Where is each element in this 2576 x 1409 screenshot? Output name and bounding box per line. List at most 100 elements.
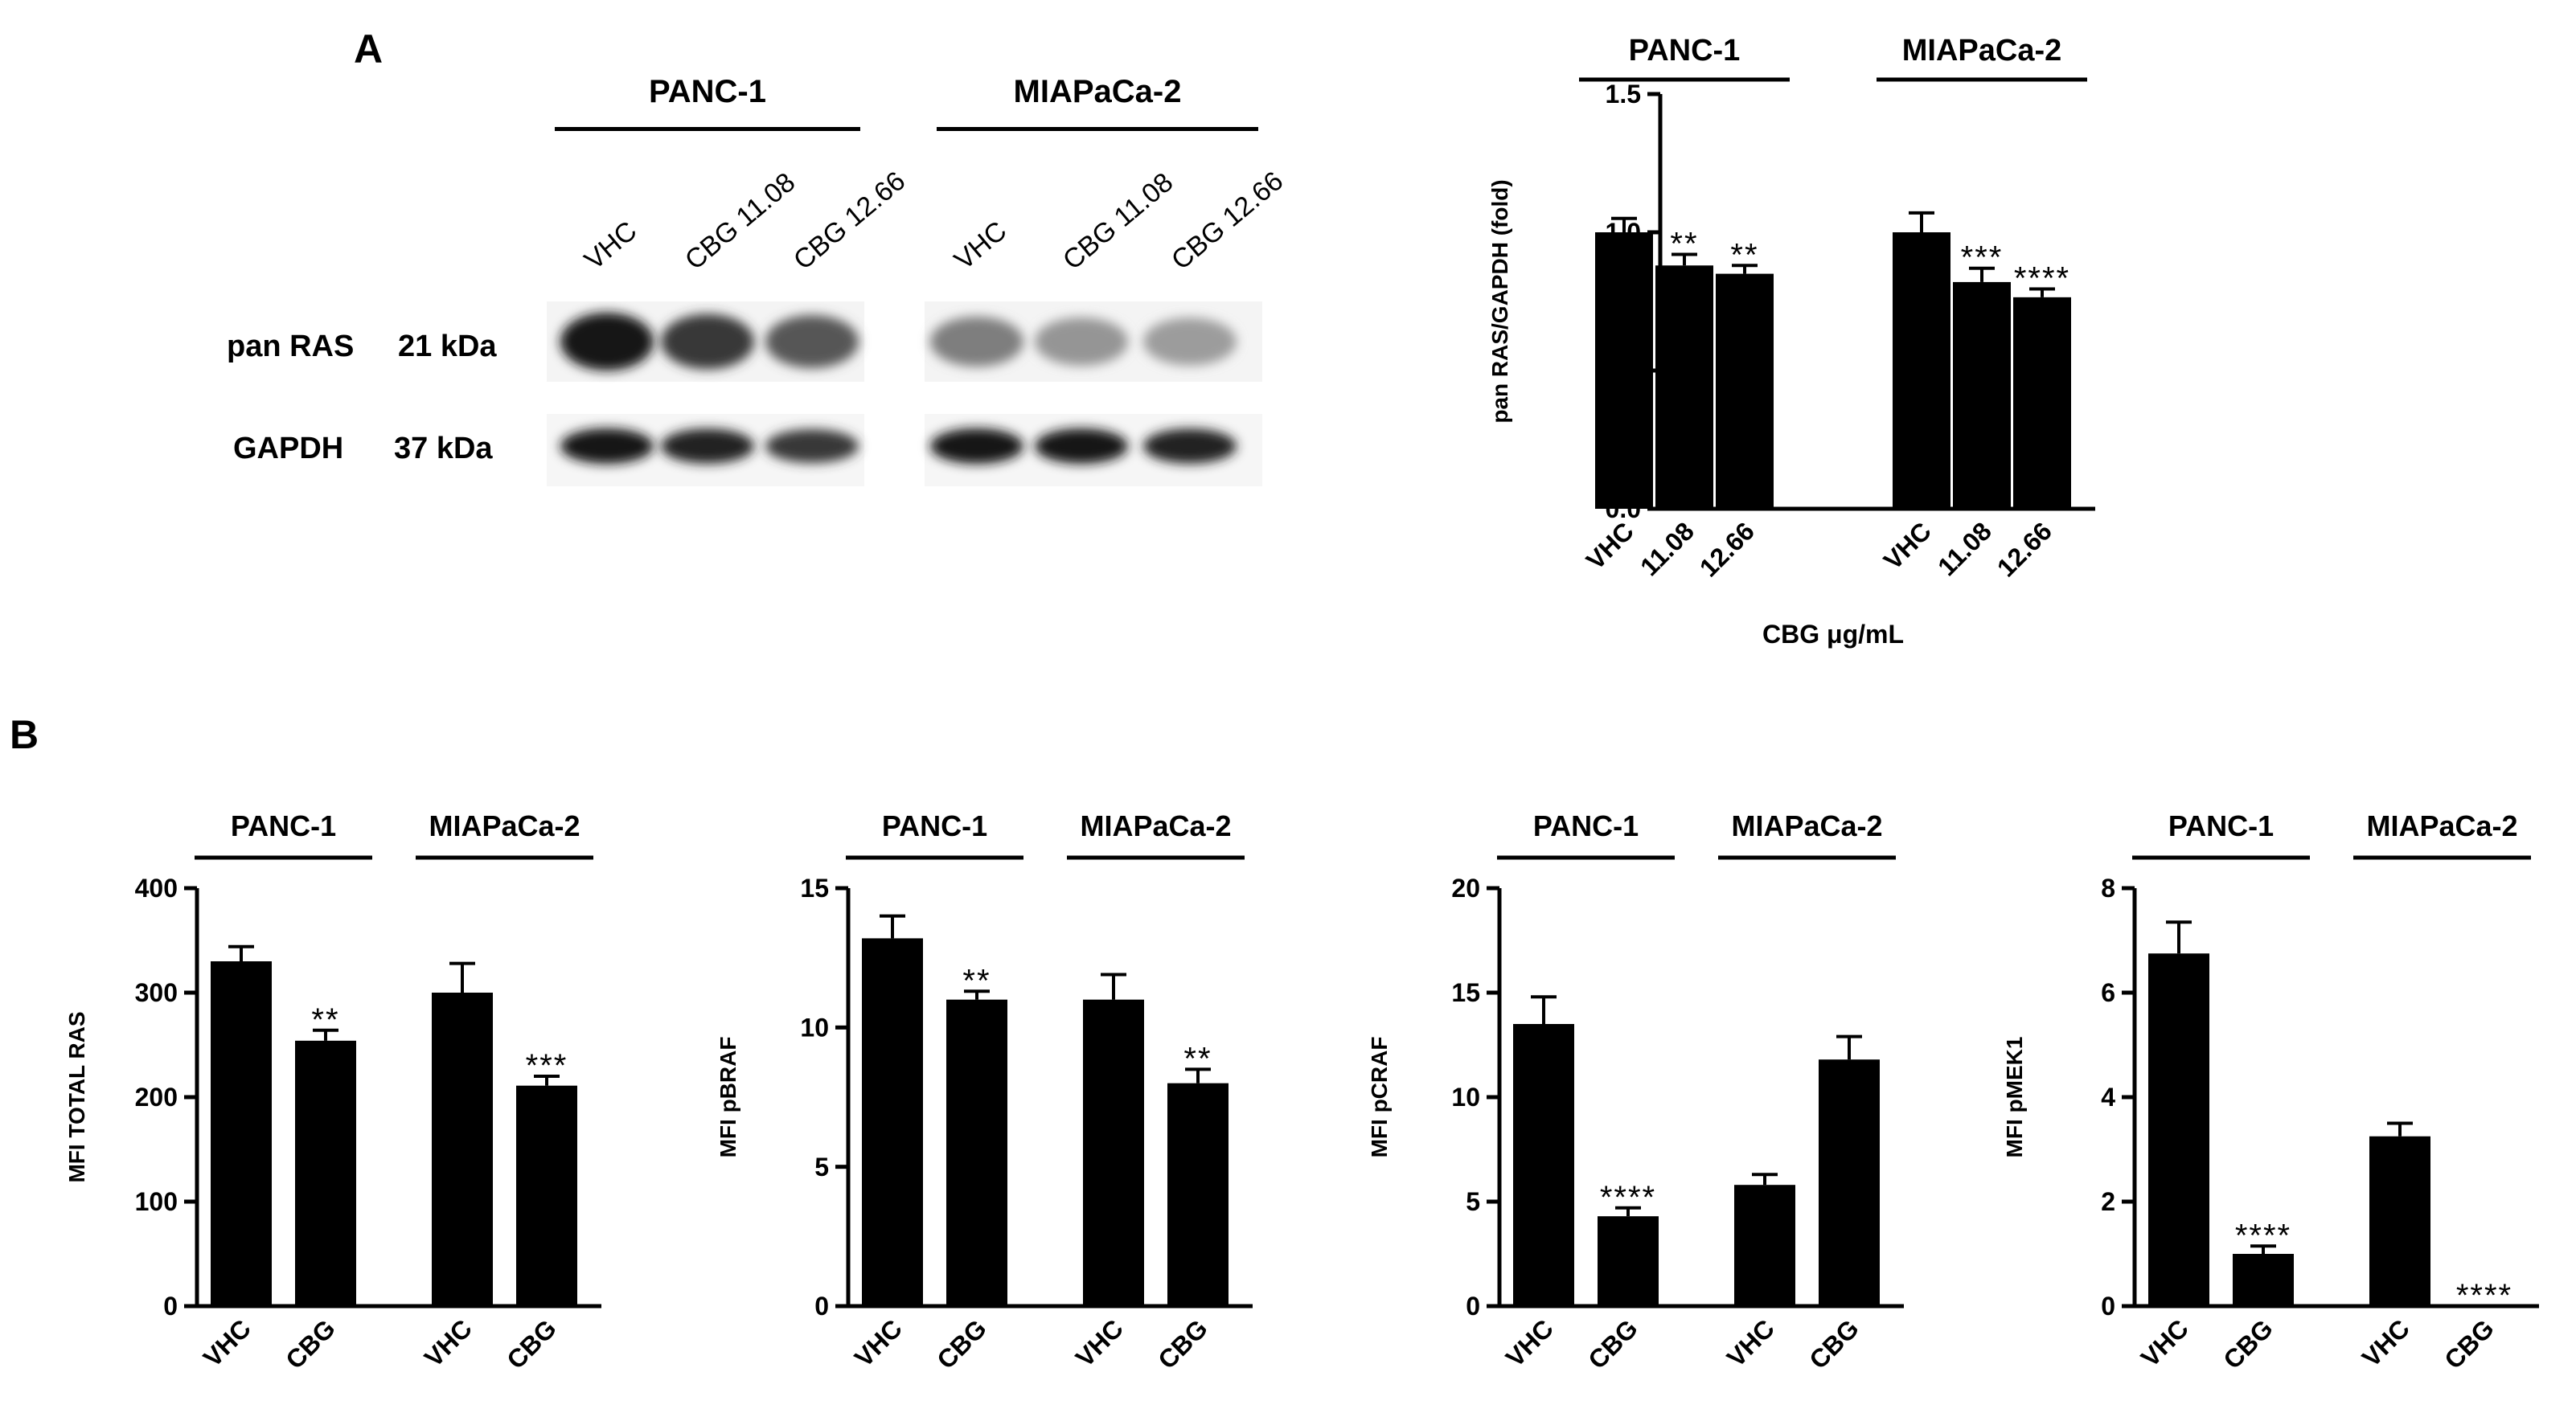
x-tick-label: 11.08 bbox=[1635, 516, 1700, 581]
significance-marker: *** bbox=[1961, 240, 2004, 276]
y-tick-label: 15 bbox=[800, 874, 829, 903]
group-label: MIAPaCa-2 bbox=[1902, 34, 2062, 68]
blot-group-miapaca2: MIAPaCa-2 bbox=[1013, 74, 1182, 109]
bar bbox=[1893, 232, 1950, 509]
blot-band bbox=[661, 313, 754, 370]
blot-band bbox=[661, 428, 754, 464]
bar bbox=[295, 1040, 356, 1306]
y-tick-label: 6 bbox=[2101, 978, 2115, 1007]
bar bbox=[946, 999, 1007, 1306]
y-tick-label: 2 bbox=[2101, 1187, 2115, 1216]
x-tick-label: CBG bbox=[931, 1313, 992, 1374]
y-tick-label: 20 bbox=[1451, 874, 1480, 903]
x-tick-label: VHC bbox=[1581, 516, 1639, 575]
bar bbox=[1598, 1216, 1659, 1306]
bar bbox=[1734, 1185, 1795, 1306]
y-tick-label: 1.5 bbox=[1606, 80, 1641, 109]
blot-band bbox=[1035, 317, 1128, 367]
x-tick-label: VHC bbox=[419, 1313, 478, 1372]
x-tick-label: CBG bbox=[2439, 1313, 2500, 1374]
x-tick-label: VHC bbox=[2357, 1313, 2415, 1372]
group-label: MIAPaCa-2 bbox=[1731, 809, 1882, 842]
y-axis-label: MFI TOTAL RAS bbox=[64, 1011, 89, 1182]
y-tick-label: 8 bbox=[2101, 874, 2115, 903]
bar bbox=[1595, 232, 1653, 509]
blot-row-weight: 21 kDa bbox=[398, 330, 497, 363]
bar bbox=[1953, 281, 2011, 509]
y-tick-label: 200 bbox=[135, 1083, 178, 1112]
significance-marker: ** bbox=[311, 1002, 339, 1038]
x-tick-label: 11.08 bbox=[1932, 516, 1997, 581]
group-label: PANC-1 bbox=[1629, 34, 1741, 68]
blot-group-line-panc1 bbox=[555, 127, 860, 131]
lane-label: CBG 11.08 bbox=[679, 166, 802, 276]
y-tick-label: 4 bbox=[2101, 1083, 2115, 1112]
x-tick-label: 12.66 bbox=[1694, 516, 1760, 582]
bar bbox=[1819, 1059, 1880, 1306]
panel-label-b: B bbox=[10, 712, 39, 757]
significance-marker: ** bbox=[1670, 227, 1698, 262]
y-tick-label: 15 bbox=[1451, 978, 1480, 1007]
y-tick-label: 0 bbox=[163, 1292, 178, 1321]
y-tick-label: 5 bbox=[814, 1153, 829, 1182]
blot-row-weight: 37 kDa bbox=[394, 432, 493, 465]
group-label: PANC-1 bbox=[882, 809, 987, 842]
y-axis-label: MFI pBRAF bbox=[716, 1037, 740, 1158]
lane-label: VHC bbox=[948, 215, 1013, 276]
significance-marker: ** bbox=[962, 963, 991, 998]
chart-b1: 0 100 200 300 400 MFI TOTAL RAS VHC ** CBG PANC-1… bbox=[64, 809, 601, 1374]
blot-row-protein: GAPDH bbox=[233, 432, 344, 465]
chart-b3: 0 5 10 15 20 MFI pCRAF VHC **** CBG PANC-1 VHC CBG M… bbox=[1367, 809, 1904, 1374]
group-label: PANC-1 bbox=[1533, 809, 1639, 842]
blot-band bbox=[1035, 428, 1128, 464]
y-tick-label: 100 bbox=[135, 1187, 178, 1216]
group-label: MIAPaCa-2 bbox=[2366, 809, 2517, 842]
bar bbox=[1083, 999, 1144, 1306]
bar bbox=[1716, 273, 1774, 509]
blot-band bbox=[560, 428, 654, 464]
bar bbox=[862, 938, 923, 1306]
lane-label: VHC bbox=[578, 215, 643, 276]
y-axis-label: MFI pCRAF bbox=[1367, 1037, 1392, 1158]
significance-marker: ** bbox=[1183, 1041, 1212, 1076]
blot-band bbox=[765, 428, 859, 464]
x-tick-label: VHC bbox=[1721, 1313, 1780, 1372]
x-tick-label: VHC bbox=[1878, 516, 1937, 575]
blot-group-line-miapaca2 bbox=[937, 127, 1258, 131]
y-axis-label: MFI pMEK1 bbox=[2002, 1037, 2027, 1158]
significance-marker: **** bbox=[1600, 1180, 1656, 1215]
y-tick-label: 300 bbox=[135, 978, 178, 1007]
blot-row-protein: pan RAS bbox=[227, 330, 355, 363]
y-tick-label: 400 bbox=[135, 874, 178, 903]
group-label: PANC-1 bbox=[231, 809, 336, 842]
bar bbox=[2013, 297, 2071, 509]
y-tick-label: 0 bbox=[814, 1292, 829, 1321]
chart-b2: 0 5 10 15 MFI pBRAF VHC ** CBG PANC-1 VHC ** CBG MIA… bbox=[716, 809, 1253, 1374]
y-tick-label: 10 bbox=[800, 1014, 829, 1042]
bar bbox=[516, 1085, 577, 1306]
lane-label: CBG 11.08 bbox=[1056, 166, 1179, 276]
significance-marker: ** bbox=[1730, 237, 1758, 272]
group-label: MIAPaCa-2 bbox=[1080, 809, 1231, 842]
significance-marker: *** bbox=[526, 1048, 568, 1083]
x-tick-label: CBG bbox=[280, 1313, 341, 1374]
blot-band bbox=[930, 316, 1023, 367]
x-tick-label: VHC bbox=[1070, 1313, 1129, 1372]
y-tick-label: 10 bbox=[1451, 1083, 1480, 1112]
x-tick-label: CBG bbox=[1152, 1313, 1213, 1374]
bar bbox=[1167, 1083, 1229, 1306]
x-tick-label: 12.66 bbox=[1991, 516, 2057, 582]
group-label: PANC-1 bbox=[2168, 809, 2274, 842]
lane-label: CBG 12.66 bbox=[787, 165, 912, 276]
y-tick-label: 0 bbox=[2101, 1292, 2115, 1321]
bar bbox=[2369, 1136, 2430, 1306]
x-tick-label: CBG bbox=[501, 1313, 562, 1374]
x-tick-label: VHC bbox=[2135, 1313, 2194, 1372]
blot-band bbox=[765, 315, 859, 368]
x-tick-label: CBG bbox=[1803, 1313, 1864, 1374]
x-tick-label: CBG bbox=[1582, 1313, 1643, 1374]
group-label: MIAPaCa-2 bbox=[429, 809, 580, 842]
panel-label-a: A bbox=[354, 27, 384, 72]
